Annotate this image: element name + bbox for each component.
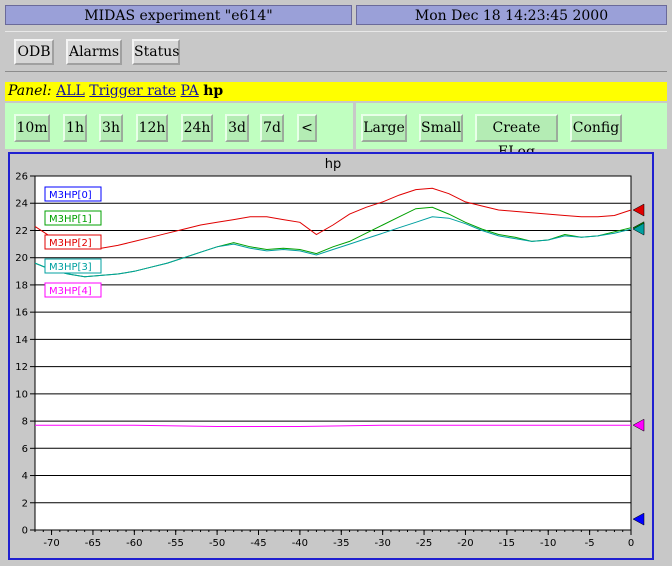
panel-label: Panel: <box>8 83 52 99</box>
series-line-3 <box>34 216 632 278</box>
x-tick-label: -15 <box>499 538 515 549</box>
y-tick-label: 2 <box>22 498 28 509</box>
x-tick-label: -45 <box>250 538 266 549</box>
y-tick-label: 6 <box>22 444 28 455</box>
time-button-12h[interactable]: 12h <box>136 114 168 142</box>
x-tick-label: -10 <box>540 538 556 549</box>
y-tick-label: 24 <box>15 199 28 210</box>
x-tick-label: -65 <box>85 538 101 549</box>
panel-current: hp <box>203 83 224 99</box>
series-marker-0 <box>632 512 645 526</box>
plot-area <box>35 176 631 530</box>
time-button-24h[interactable]: 24h <box>181 114 213 142</box>
time-button-back[interactable]: < <box>297 114 317 142</box>
panel-link-all[interactable]: ALL <box>56 83 85 99</box>
config-button[interactable]: Config <box>570 114 622 142</box>
time-button-10m[interactable]: 10m <box>14 114 50 142</box>
marker-strip <box>632 176 650 530</box>
series-line-4 <box>35 424 631 427</box>
legend-label-4: M3HP[4] <box>49 286 92 297</box>
x-tick-label: -25 <box>416 538 432 549</box>
y-tick-label: 14 <box>15 335 28 346</box>
y-tick-label: 18 <box>15 280 28 291</box>
time-button-3h[interactable]: 3h <box>99 114 123 142</box>
y-tick-label: 16 <box>15 308 28 319</box>
legend-label-3: M3HP[3] <box>49 262 92 273</box>
y-tick-label: 12 <box>15 362 28 373</box>
x-tick-label: -20 <box>457 538 473 549</box>
x-tick-label: -35 <box>333 538 349 549</box>
series-marker-3 <box>632 222 645 236</box>
main-toolbar: ODB Alarms Status <box>5 31 667 72</box>
panel-link-pa[interactable]: PA <box>180 83 199 99</box>
x-tick-label: -60 <box>126 538 142 549</box>
y-tick-label: 22 <box>15 226 28 237</box>
panel-link-trigger-rate[interactable]: Trigger rate <box>89 83 177 99</box>
legend-label-1: M3HP[1] <box>49 214 92 225</box>
y-tick-label: 0 <box>22 526 28 537</box>
y-tick-label: 4 <box>22 471 28 482</box>
legend-label-2: M3HP[2] <box>49 238 92 249</box>
large-button[interactable]: Large <box>361 114 407 142</box>
x-tick-label: -30 <box>374 538 390 549</box>
experiment-title: MIDAS experiment "e614" <box>5 5 352 25</box>
time-button-7d[interactable]: 7d <box>260 114 284 142</box>
plot-border <box>34 175 632 531</box>
series-marker-4 <box>632 418 645 432</box>
legend-label-0: M3HP[0] <box>49 190 92 201</box>
x-tick-label: 0 <box>628 538 634 549</box>
series-line-2 <box>34 187 632 249</box>
small-button[interactable]: Small <box>419 114 463 142</box>
time-button-1h[interactable]: 1h <box>63 114 87 142</box>
legend-box-2 <box>44 234 102 250</box>
x-tick-label: -5 <box>585 538 595 549</box>
legend-box-0 <box>44 186 102 202</box>
chart-title: hp <box>325 157 342 172</box>
alarms-button[interactable]: Alarms <box>66 39 122 65</box>
time-range-bar: 10m 1h 3h 12h 24h 3d 7d < <box>5 103 353 149</box>
header-datetime: Mon Dec 18 14:23:45 2000 <box>356 5 667 25</box>
series-marker-2 <box>632 203 645 217</box>
history-plot-frame: hp 0 2 4 6 8 10 12 14 16 18 20 22 24 26 -70 -65 -60 -55 -50… <box>8 152 654 560</box>
legend-box-3 <box>44 258 102 274</box>
y-tick-label: 10 <box>15 389 28 400</box>
y-tick-label: 20 <box>15 253 28 264</box>
status-button[interactable]: Status <box>132 39 180 65</box>
x-tick-label: -70 <box>43 538 59 549</box>
y-tick-label: 8 <box>22 417 28 428</box>
create-elog-button[interactable]: Create ELog <box>475 114 558 160</box>
x-tick-label: -50 <box>209 538 225 549</box>
action-bar: Large Small Create ELog Config <box>356 103 667 160</box>
x-tick-label: -55 <box>168 538 184 549</box>
panel-nav: Panel: ALL Trigger rate PA hp <box>5 82 667 101</box>
odb-button[interactable]: ODB <box>14 39 54 65</box>
x-tick-label: -40 <box>292 538 308 549</box>
legend-box-4 <box>44 282 102 298</box>
legend-box-1 <box>44 210 102 226</box>
y-tick-label: 26 <box>15 172 28 183</box>
time-button-3d[interactable]: 3d <box>225 114 249 142</box>
